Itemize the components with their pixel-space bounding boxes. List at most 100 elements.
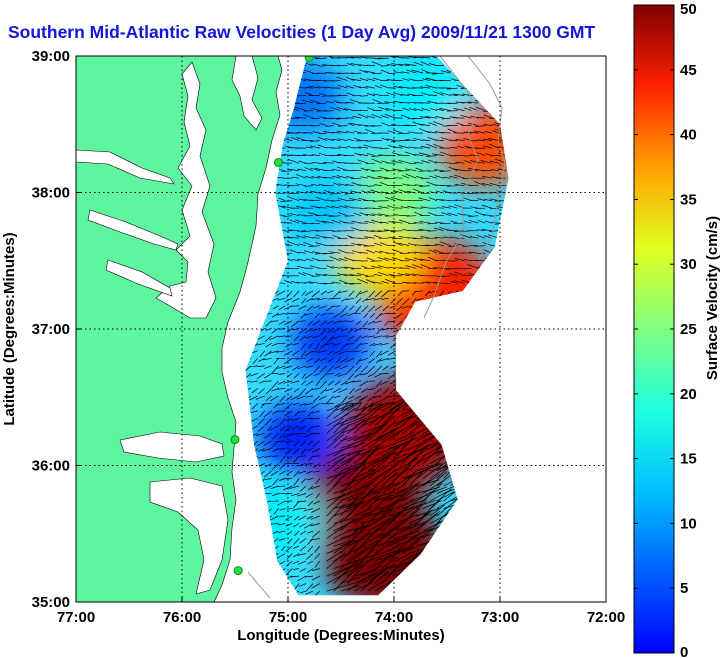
velocity-vector xyxy=(278,320,286,325)
chesapeake-bay xyxy=(155,61,217,319)
velocity-vector xyxy=(343,222,355,224)
velocity-vector xyxy=(360,506,383,517)
velocity-vector xyxy=(345,76,355,81)
velocity-vector xyxy=(346,92,355,96)
velocity-vector xyxy=(306,470,314,474)
velocity-vector xyxy=(296,132,307,134)
velocity-vector xyxy=(355,298,362,304)
velocity-vector xyxy=(287,538,293,544)
velocity-vector xyxy=(360,571,386,584)
velocity-vector xyxy=(441,212,451,217)
velocity-vector xyxy=(377,256,389,262)
velocity-vector xyxy=(285,440,293,443)
velocity-vector xyxy=(353,84,362,89)
station-marker xyxy=(273,157,283,167)
velocity-vector xyxy=(355,358,362,365)
velocity-vector xyxy=(308,212,320,217)
velocity-vector xyxy=(427,101,437,104)
velocity-vector xyxy=(353,436,371,449)
velocity-vector xyxy=(433,249,444,254)
velocity-vector xyxy=(277,485,286,488)
velocity-vector xyxy=(455,139,465,141)
velocity-vector xyxy=(436,198,444,202)
velocity-vector xyxy=(482,183,493,187)
velocity-vector xyxy=(407,237,417,239)
velocity-vector xyxy=(345,184,355,187)
velocity-vector xyxy=(313,373,320,377)
velocity-vector xyxy=(292,342,300,346)
velocity-vector xyxy=(304,290,314,296)
velocity-vector xyxy=(395,547,416,554)
velocity-vector xyxy=(263,440,272,446)
velocity-vector xyxy=(367,493,388,502)
velocity-vector xyxy=(278,560,286,565)
velocity-vector xyxy=(391,237,403,240)
velocity-vector xyxy=(404,63,417,66)
velocity-vector xyxy=(317,144,327,149)
velocity-vector xyxy=(447,192,458,194)
velocity-vector xyxy=(419,258,431,262)
velocity-vector xyxy=(319,365,327,373)
velocity-vector xyxy=(353,450,371,464)
velocity-vector xyxy=(453,271,465,277)
velocity-vector xyxy=(447,128,458,134)
velocity-vector xyxy=(328,215,341,218)
velocity-vector xyxy=(390,230,403,232)
velocity-vector xyxy=(402,470,416,487)
velocity-vector xyxy=(286,553,293,560)
velocity-vector xyxy=(337,125,348,127)
velocity-vector xyxy=(367,335,375,338)
velocity-vector xyxy=(278,418,286,426)
velocity-vector xyxy=(298,470,307,474)
velocity-vector xyxy=(326,424,350,442)
velocity-vector xyxy=(269,335,279,341)
velocity-vector xyxy=(360,566,381,577)
velocity-vector xyxy=(332,175,341,179)
velocity-vector xyxy=(477,198,486,202)
velocity-vector xyxy=(404,124,417,126)
velocity-vector xyxy=(304,281,313,284)
velocity-vector xyxy=(440,151,451,156)
velocity-vector xyxy=(333,395,341,398)
velocity-vector xyxy=(483,145,493,149)
velocity-vector xyxy=(285,545,293,552)
velocity-vector xyxy=(364,128,376,134)
velocity-vector xyxy=(416,450,441,464)
velocity-vector xyxy=(304,403,313,406)
velocity-vector xyxy=(388,320,396,323)
velocity-vector xyxy=(429,486,448,494)
velocity-vector xyxy=(291,493,300,497)
velocity-vector xyxy=(412,188,424,194)
velocity-vector xyxy=(413,257,424,262)
velocity-vector xyxy=(470,206,479,209)
velocity-vector xyxy=(455,161,465,164)
velocity-vector xyxy=(372,77,382,81)
rappahannock-river xyxy=(87,209,179,251)
velocity-vector xyxy=(271,440,279,448)
velocity-vector xyxy=(439,222,451,225)
velocity-vector xyxy=(489,207,499,210)
velocity-vector xyxy=(300,313,307,319)
velocity-vector xyxy=(379,221,389,224)
velocity-vector xyxy=(436,496,458,509)
velocity-vector xyxy=(416,463,441,472)
colorbar-tick-label: 0 xyxy=(680,644,688,659)
velocity-vector xyxy=(297,365,307,370)
velocity-vector xyxy=(340,536,356,554)
velocity-vector xyxy=(338,388,348,393)
velocity-vector xyxy=(388,468,410,479)
velocity-vector xyxy=(379,181,389,187)
velocity-vector xyxy=(311,327,320,332)
velocity-vector xyxy=(449,162,458,165)
velocity-vector xyxy=(277,523,286,526)
velocity-vector xyxy=(287,168,300,172)
x-tick-label: 73:00 xyxy=(481,609,519,626)
velocity-vector xyxy=(314,252,327,255)
velocity-vector xyxy=(425,85,437,89)
velocity-vector xyxy=(394,313,403,319)
velocity-vector xyxy=(323,162,334,164)
velocity-vector xyxy=(299,403,307,406)
velocity-vector xyxy=(340,585,360,592)
velocity-vector xyxy=(405,265,417,269)
velocity-vector xyxy=(313,358,321,364)
